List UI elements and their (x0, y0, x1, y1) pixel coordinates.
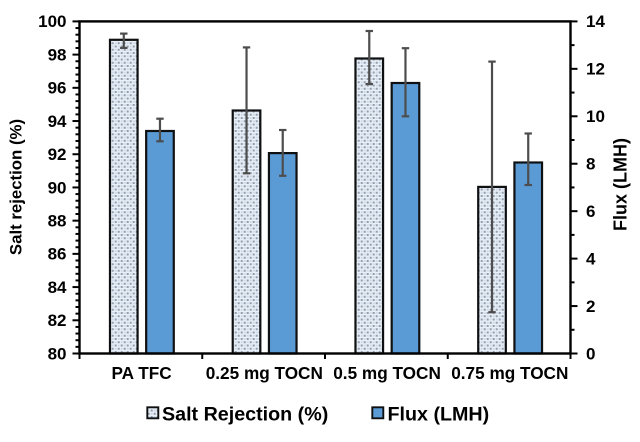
svg-text:94: 94 (48, 112, 67, 131)
svg-text:98: 98 (48, 45, 67, 64)
svg-text:Flux (LMH): Flux (LMH) (611, 138, 631, 231)
svg-text:12: 12 (586, 60, 605, 79)
svg-text:Salt Rejection (%): Salt Rejection (%) (162, 404, 328, 426)
svg-text:Salt rejection (%): Salt rejection (%) (7, 119, 26, 255)
svg-text:96: 96 (48, 79, 67, 98)
svg-text:14: 14 (586, 12, 605, 31)
svg-text:92: 92 (48, 145, 67, 164)
svg-text:86: 86 (48, 245, 67, 264)
svg-text:100: 100 (38, 12, 66, 31)
svg-text:4: 4 (586, 249, 596, 268)
svg-text:0.25 mg TOCN: 0.25 mg TOCN (206, 363, 323, 383)
svg-text:Flux (LMH): Flux (LMH) (388, 404, 490, 426)
svg-text:88: 88 (48, 211, 67, 230)
svg-text:0.5 mg TOCN: 0.5 mg TOCN (333, 363, 441, 383)
svg-text:80: 80 (48, 344, 67, 363)
svg-text:PA TFC: PA TFC (111, 363, 171, 383)
svg-text:90: 90 (48, 178, 67, 197)
svg-text:10: 10 (586, 107, 605, 126)
svg-text:2: 2 (586, 297, 595, 316)
svg-text:8: 8 (586, 155, 595, 174)
svg-text:0.75 mg TOCN: 0.75 mg TOCN (451, 363, 568, 383)
svg-text:84: 84 (48, 278, 67, 297)
svg-text:6: 6 (586, 202, 595, 221)
svg-text:0: 0 (586, 344, 595, 363)
svg-text:82: 82 (48, 311, 67, 330)
